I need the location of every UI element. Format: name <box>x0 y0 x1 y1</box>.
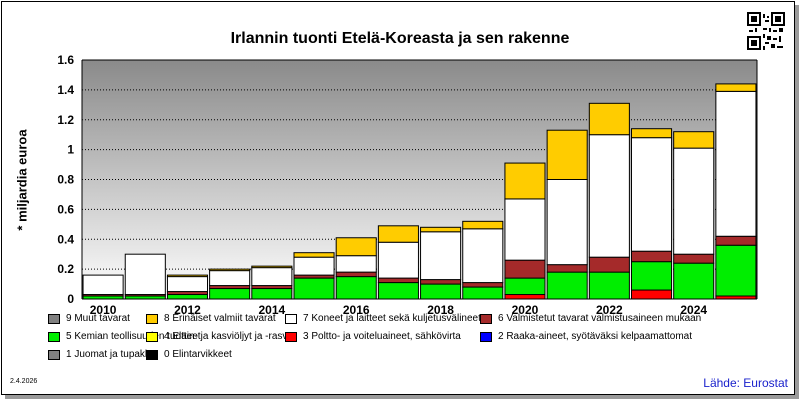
bar-segment <box>209 288 251 300</box>
x-tick-label: 2016 <box>343 303 370 317</box>
bar-segment <box>166 276 209 293</box>
bar-segment <box>462 282 504 288</box>
bar-segment <box>377 277 419 284</box>
bar-segment <box>673 253 715 264</box>
bar-segment <box>251 265 293 269</box>
bar-segment <box>462 220 504 230</box>
bar-segment <box>335 255 377 273</box>
bar-segment <box>630 137 673 252</box>
x-tick-label: 2012 <box>174 303 201 317</box>
x-tick-label: 2020 <box>512 303 539 317</box>
bar-segment <box>504 259 546 279</box>
y-tick-label: 1.6 <box>57 53 74 67</box>
bar-segment <box>588 134 630 258</box>
bar-segment <box>166 294 209 300</box>
bar-segment <box>673 147 715 255</box>
bars <box>82 83 757 300</box>
y-tick-label: 0.8 <box>57 173 74 187</box>
y-tick-label: 1 <box>67 143 74 157</box>
bar-segment <box>209 270 251 287</box>
bar-segment <box>166 274 209 278</box>
qr-code-icon <box>747 12 785 50</box>
bar-segment <box>293 256 335 276</box>
x-tick-labels: 2010 2012 2014 2016 2018 2020 2022 2024 <box>90 303 708 317</box>
y-tick-label: 0.2 <box>57 262 74 276</box>
bar-segment <box>420 231 462 281</box>
bar-segment <box>546 271 588 300</box>
bar-segment <box>673 262 715 300</box>
bar-segment <box>462 286 504 300</box>
bar-segment <box>504 294 546 300</box>
bar-segment <box>546 179 588 266</box>
y-tick-label: 1.4 <box>57 83 74 97</box>
bar-segment <box>377 225 419 243</box>
bar-segment <box>630 261 673 291</box>
bar-segment <box>420 226 462 233</box>
bar-segment <box>420 283 462 300</box>
bar-segment <box>715 90 757 237</box>
bar-segment <box>335 271 377 278</box>
x-tick-label: 2018 <box>427 303 454 317</box>
y-tick-label: 1.2 <box>57 113 74 127</box>
bar-segment <box>209 268 251 272</box>
bar-segment <box>715 244 757 297</box>
bar-segment <box>630 289 673 300</box>
date-stamp: 2.4.2026 <box>10 378 38 385</box>
bar-segment <box>546 129 588 181</box>
y-tick-labels: 0 0.2 0.4 0.6 0.8 1 1.2 1.4 1.6 <box>57 53 74 306</box>
source-label: Lähde: Eurostat <box>703 376 788 390</box>
axes <box>81 59 758 300</box>
bar-segment <box>504 162 546 200</box>
y-tick-label: 0 <box>67 292 74 306</box>
bar-segment <box>630 128 673 139</box>
bar-segment <box>588 256 630 273</box>
x-tick-label: 2010 <box>90 303 117 317</box>
bar-segment <box>673 131 715 149</box>
bar-segment <box>504 198 546 261</box>
y-tick-label: 0.6 <box>57 202 74 216</box>
bar-segment <box>82 274 124 296</box>
chart-title: Irlannin tuonti Etelä-Koreasta ja sen ra… <box>230 30 570 47</box>
bar-segment <box>588 102 630 136</box>
y-tick-label: 0.4 <box>57 232 74 246</box>
x-tick-label: 2022 <box>596 303 623 317</box>
bar-segment <box>546 264 588 273</box>
bar-segment <box>588 271 630 300</box>
bar-segment <box>462 228 504 284</box>
x-tick-label: 2014 <box>258 303 285 317</box>
bar-segment <box>715 235 757 246</box>
bar-segment <box>293 277 335 300</box>
bar-segment <box>377 241 419 279</box>
bar-segment <box>504 277 546 296</box>
bar-segment <box>630 250 673 263</box>
bar-segment <box>251 288 293 300</box>
bar-segment <box>293 252 335 258</box>
bar-segment <box>715 83 757 92</box>
bar-segment <box>377 282 419 300</box>
bar-segment <box>124 253 166 296</box>
bar-segment <box>335 276 377 300</box>
bar-segment <box>251 267 293 287</box>
x-tick-label: 2024 <box>680 303 707 317</box>
bar-segment <box>335 237 377 257</box>
bar-segment <box>420 279 462 285</box>
